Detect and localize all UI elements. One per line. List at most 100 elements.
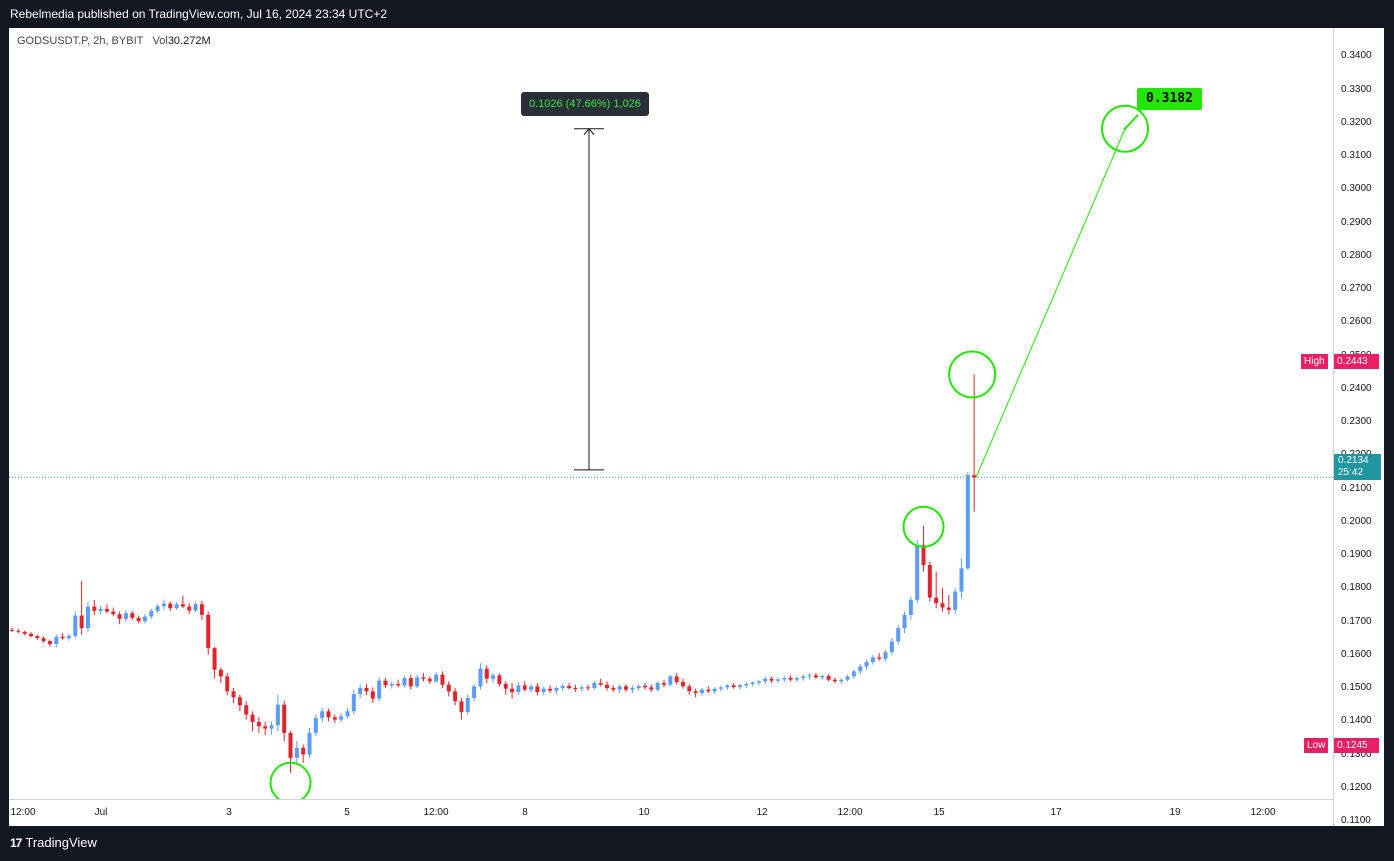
candle-body [85, 606, 90, 629]
candle-body [763, 678, 768, 682]
candle-body [408, 678, 413, 687]
candle-body [896, 628, 901, 642]
price-tick-label: 0.1500 [1341, 682, 1372, 693]
candle-body [415, 677, 420, 687]
time-tick-label: 17 [1050, 807, 1062, 818]
candle-body [244, 705, 249, 715]
price-axis[interactable]: 0.3400 0.3300 0.3200 0.3100 0.3000 0.2900 0.28… [1333, 28, 1385, 826]
price-tick-label: 0.2000 [1341, 515, 1372, 527]
price-tick-label: 0.1200 [1341, 781, 1372, 793]
candle-body [750, 682, 755, 685]
candle-body [22, 631, 27, 634]
candle-body [940, 603, 945, 608]
low-value-badge: 0.1245 [1334, 738, 1379, 753]
price-tick-label: 0.2300 [1341, 416, 1372, 427]
time-tick-label: 15 [933, 807, 945, 818]
candle-body [256, 721, 261, 727]
candle-body [953, 591, 958, 610]
target-circle [1101, 104, 1149, 153]
candle-body [212, 648, 217, 670]
candle-body [510, 688, 515, 693]
candle-body [168, 603, 173, 609]
candle-body [718, 687, 723, 689]
time-tick-label: 3 [226, 807, 232, 818]
candle-body [54, 636, 59, 645]
candle-body [668, 676, 673, 685]
price-tick-label: 0.1600 [1341, 648, 1372, 660]
candle-body [636, 686, 641, 689]
candle-body [275, 704, 280, 726]
target-label-connector [1124, 114, 1139, 130]
candle-body [351, 693, 356, 712]
candle-body [10, 629, 14, 631]
candle-body [47, 641, 52, 645]
time-tick-label: Jul [94, 807, 108, 818]
candle-body [294, 747, 299, 758]
candle-body [364, 688, 369, 692]
candle-body [149, 610, 154, 617]
candle-body [60, 636, 65, 639]
measure-label[interactable]: 0.1026 (47.66%) 1,026 [521, 92, 649, 116]
candle-body [699, 689, 704, 693]
candle-body [680, 682, 685, 687]
candle-body [851, 671, 856, 677]
candle-body [66, 635, 71, 639]
candle-body [586, 687, 591, 689]
candle-body [788, 678, 793, 680]
price-tick-label: 0.3400 [1341, 50, 1372, 62]
candle-body [567, 686, 572, 689]
candle-body [440, 674, 445, 685]
candle-body [541, 688, 546, 693]
price-tick-label: 0.2700 [1341, 283, 1372, 294]
symbol-legend: GODSUSDT.P, 2h, BYBIT Vol30.272M [17, 35, 211, 47]
candle-body [199, 604, 204, 615]
candle-body [902, 614, 907, 629]
target-price-label[interactable]: 0.3182 [1137, 88, 1202, 110]
price-tick-label: 0.2400 [1341, 382, 1372, 394]
plot-area[interactable]: GODSUSDT.P, 2h, BYBIT Vol30.272M 0.1026 … [9, 28, 1333, 799]
time-tick-label: 19 [1169, 807, 1181, 818]
last-price-badge: 0.2134 25:42 [1334, 454, 1381, 480]
candle-body [339, 716, 344, 720]
price-tick-label: 0.1700 [1341, 615, 1372, 627]
candle-body [807, 675, 812, 677]
candle-body [554, 688, 559, 691]
price-tick-label: 0.2900 [1341, 216, 1372, 228]
candle-body [332, 717, 337, 720]
candle-body [98, 608, 103, 611]
brand-name: TradingView [25, 835, 97, 850]
candle-body [136, 617, 141, 622]
candle-body [775, 679, 780, 681]
candle-body [889, 641, 894, 653]
time-axis[interactable]: 12:00 Jul 3 5 12:00 8 10 12 12:00 15 17 19 12:00 [9, 799, 1333, 827]
candlestick-chart[interactable] [9, 28, 1333, 799]
candle-body [731, 685, 736, 688]
candle-body [813, 675, 818, 678]
last-price-value: 0.2134 [1338, 455, 1369, 466]
candle-body [421, 677, 426, 679]
low-circle [269, 761, 312, 799]
breakout-circle [902, 505, 945, 548]
candle-body [231, 691, 236, 698]
price-tick-label: 0.1100 [1341, 815, 1371, 826]
candle-body [535, 686, 540, 693]
price-tick-label: 0.1300 [1341, 748, 1372, 760]
candle-body [282, 704, 287, 733]
chart-frame[interactable]: GODSUSDT.P, 2h, BYBIT Vol30.272M 0.1026 … [9, 28, 1384, 826]
candle-body [28, 633, 33, 637]
candle-body [826, 676, 831, 680]
candle-body [478, 668, 483, 687]
vol-label: Vol [152, 35, 168, 47]
candle-body [187, 606, 192, 611]
footer-brand[interactable]: 17 TradingView [10, 835, 97, 851]
price-tick-label: 0.3300 [1341, 83, 1372, 95]
candle-body [839, 679, 844, 682]
price-tick-label: 0.3000 [1341, 183, 1372, 195]
candle-body [737, 685, 742, 688]
candle-body [693, 691, 698, 693]
candle-body [605, 684, 610, 689]
candle-body [503, 684, 508, 689]
time-tick-label: 12 [756, 807, 768, 818]
time-tick-label: 12:00 [423, 807, 449, 818]
candle-body [155, 606, 160, 611]
